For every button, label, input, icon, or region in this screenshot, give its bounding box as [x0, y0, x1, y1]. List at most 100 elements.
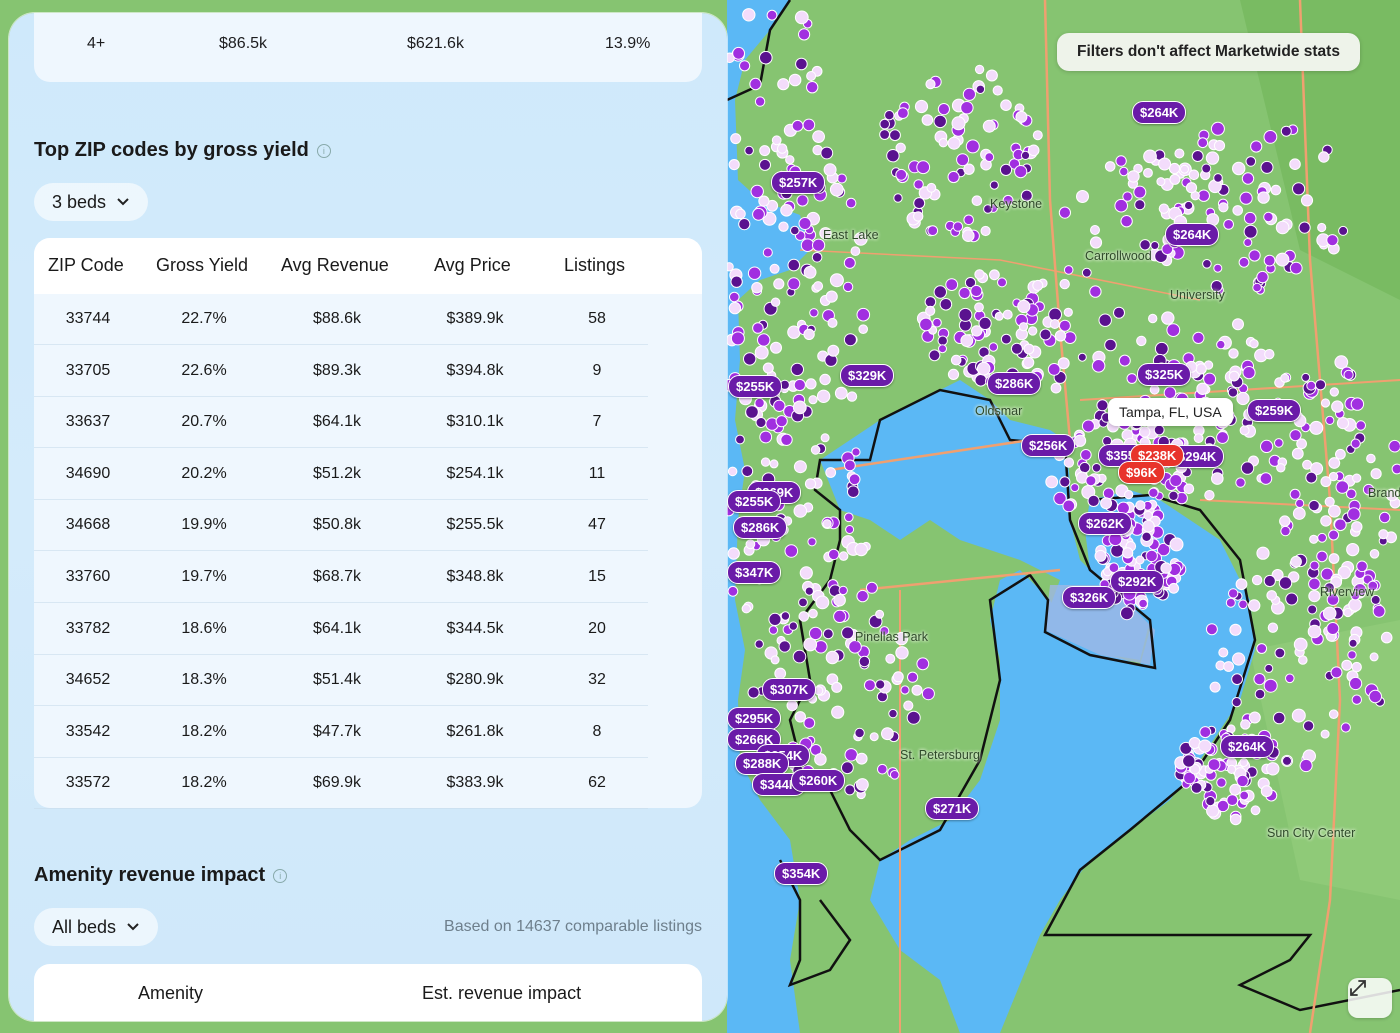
listing-dot[interactable] [1115, 155, 1127, 167]
listing-dot[interactable] [1229, 813, 1242, 826]
listing-dot[interactable] [1169, 537, 1184, 552]
listing-dot[interactable] [1238, 256, 1250, 268]
listing-dot[interactable] [999, 163, 1013, 176]
listing-dot[interactable] [1306, 380, 1317, 391]
table-row[interactable]: 34668 19.9% $50.8k $255.5k 47 [34, 500, 648, 552]
listing-dot[interactable] [1126, 373, 1138, 384]
listing-dot[interactable] [1063, 331, 1077, 345]
listing-dot[interactable] [1367, 580, 1379, 592]
listing-dot[interactable] [1059, 278, 1070, 290]
listing-dot[interactable] [869, 732, 879, 742]
listing-dot[interactable] [974, 64, 985, 75]
listing-dot[interactable] [730, 275, 743, 288]
listing-dot[interactable] [745, 539, 756, 550]
listing-dot[interactable] [960, 334, 974, 348]
listing-dot[interactable] [1245, 156, 1257, 167]
listing-dot[interactable] [992, 85, 1003, 96]
info-icon[interactable]: i [316, 143, 331, 158]
listing-dot[interactable] [1263, 211, 1274, 223]
listing-dot[interactable] [802, 118, 816, 132]
listing-dot[interactable] [1080, 449, 1092, 461]
amenity-beds-dropdown[interactable]: All beds [34, 908, 159, 946]
listing-dot[interactable] [793, 504, 808, 518]
listing-dot[interactable] [1229, 623, 1242, 636]
listing-dot[interactable] [858, 655, 871, 668]
listing-dot[interactable] [1228, 370, 1240, 382]
listing-dot[interactable] [1022, 356, 1035, 369]
listing-dot[interactable] [921, 114, 934, 126]
listing-dot[interactable] [895, 142, 906, 154]
listing-dot[interactable] [1227, 764, 1237, 775]
listing-dot[interactable] [727, 547, 740, 560]
listing-dot[interactable] [1168, 162, 1181, 175]
listing-dot[interactable] [1289, 488, 1301, 500]
listing-dot[interactable] [982, 119, 996, 133]
listing-dot[interactable] [937, 335, 948, 346]
listing-dot[interactable] [1205, 796, 1216, 807]
listing-dot[interactable] [1104, 338, 1117, 352]
listing-dot[interactable] [1122, 191, 1133, 202]
listing-dot[interactable] [937, 103, 951, 116]
listing-dot[interactable] [793, 460, 807, 474]
listing-dot[interactable] [1300, 194, 1314, 207]
listing-dot[interactable] [754, 397, 765, 409]
listing-dot[interactable] [822, 519, 832, 529]
listing-dot[interactable] [913, 179, 924, 190]
listing-dot[interactable] [780, 204, 793, 217]
listing-dot[interactable] [850, 246, 861, 257]
listing-dot[interactable] [741, 465, 754, 478]
listing-dot[interactable] [1133, 185, 1147, 199]
listing-dot[interactable] [989, 269, 1000, 281]
listing-dot[interactable] [1320, 398, 1331, 408]
listing-dot[interactable] [1324, 496, 1335, 507]
listing-dot[interactable] [820, 146, 834, 160]
listing-dot[interactable] [842, 281, 854, 293]
listing-dot[interactable] [1241, 172, 1255, 185]
listing-dot[interactable] [1343, 369, 1354, 380]
listing-dot[interactable] [984, 152, 995, 163]
listing-dot[interactable] [1248, 599, 1261, 612]
listing-dot[interactable] [799, 566, 813, 580]
listing-dot[interactable] [1308, 590, 1321, 603]
listing-dot[interactable] [1309, 534, 1319, 544]
listing-dot[interactable] [1337, 565, 1352, 580]
listing-dot[interactable] [1098, 313, 1112, 327]
listing-dot[interactable] [1081, 267, 1092, 278]
listing-dot[interactable] [1079, 461, 1091, 474]
listing-dot[interactable] [863, 679, 876, 692]
listing-dot[interactable] [1366, 453, 1376, 464]
listing-dot[interactable] [1280, 525, 1291, 537]
listing-dot[interactable] [1320, 476, 1332, 488]
listing-dot[interactable] [1158, 203, 1170, 214]
listing-dot[interactable] [1266, 762, 1280, 776]
listing-dot[interactable] [1017, 299, 1031, 313]
listing-dot[interactable] [794, 711, 806, 723]
listing-dot[interactable] [856, 778, 869, 791]
listing-dot[interactable] [1243, 224, 1258, 239]
listing-dot[interactable] [1347, 650, 1357, 660]
listing-dot[interactable] [1249, 339, 1259, 349]
listing-dot[interactable] [1143, 510, 1153, 521]
listing-dot[interactable] [1077, 352, 1087, 362]
listing-dot[interactable] [815, 595, 830, 610]
listing-dot[interactable] [730, 331, 745, 346]
listing-dot[interactable] [810, 445, 821, 455]
listing-dot[interactable] [1368, 689, 1383, 704]
table-row[interactable]: 33782 18.6% $64.1k $344.5k 20 [34, 604, 648, 655]
info-icon[interactable]: i [273, 868, 288, 883]
listing-dot[interactable] [1305, 471, 1318, 484]
listing-dot[interactable] [759, 158, 771, 171]
listing-dot[interactable] [1002, 309, 1013, 320]
listing-dot[interactable] [787, 277, 801, 291]
listing-dot[interactable] [759, 145, 771, 157]
listing-dot[interactable] [785, 155, 795, 165]
listing-dot[interactable] [1285, 592, 1299, 606]
listing-dot[interactable] [809, 308, 819, 318]
listing-dot[interactable] [921, 687, 935, 701]
listing-dot[interactable] [1309, 420, 1324, 435]
listing-dot[interactable] [1289, 158, 1301, 170]
listing-dot[interactable] [1316, 550, 1328, 563]
listing-dot[interactable] [1307, 624, 1322, 639]
listing-dot[interactable] [938, 138, 948, 148]
listing-dot[interactable] [927, 225, 939, 237]
